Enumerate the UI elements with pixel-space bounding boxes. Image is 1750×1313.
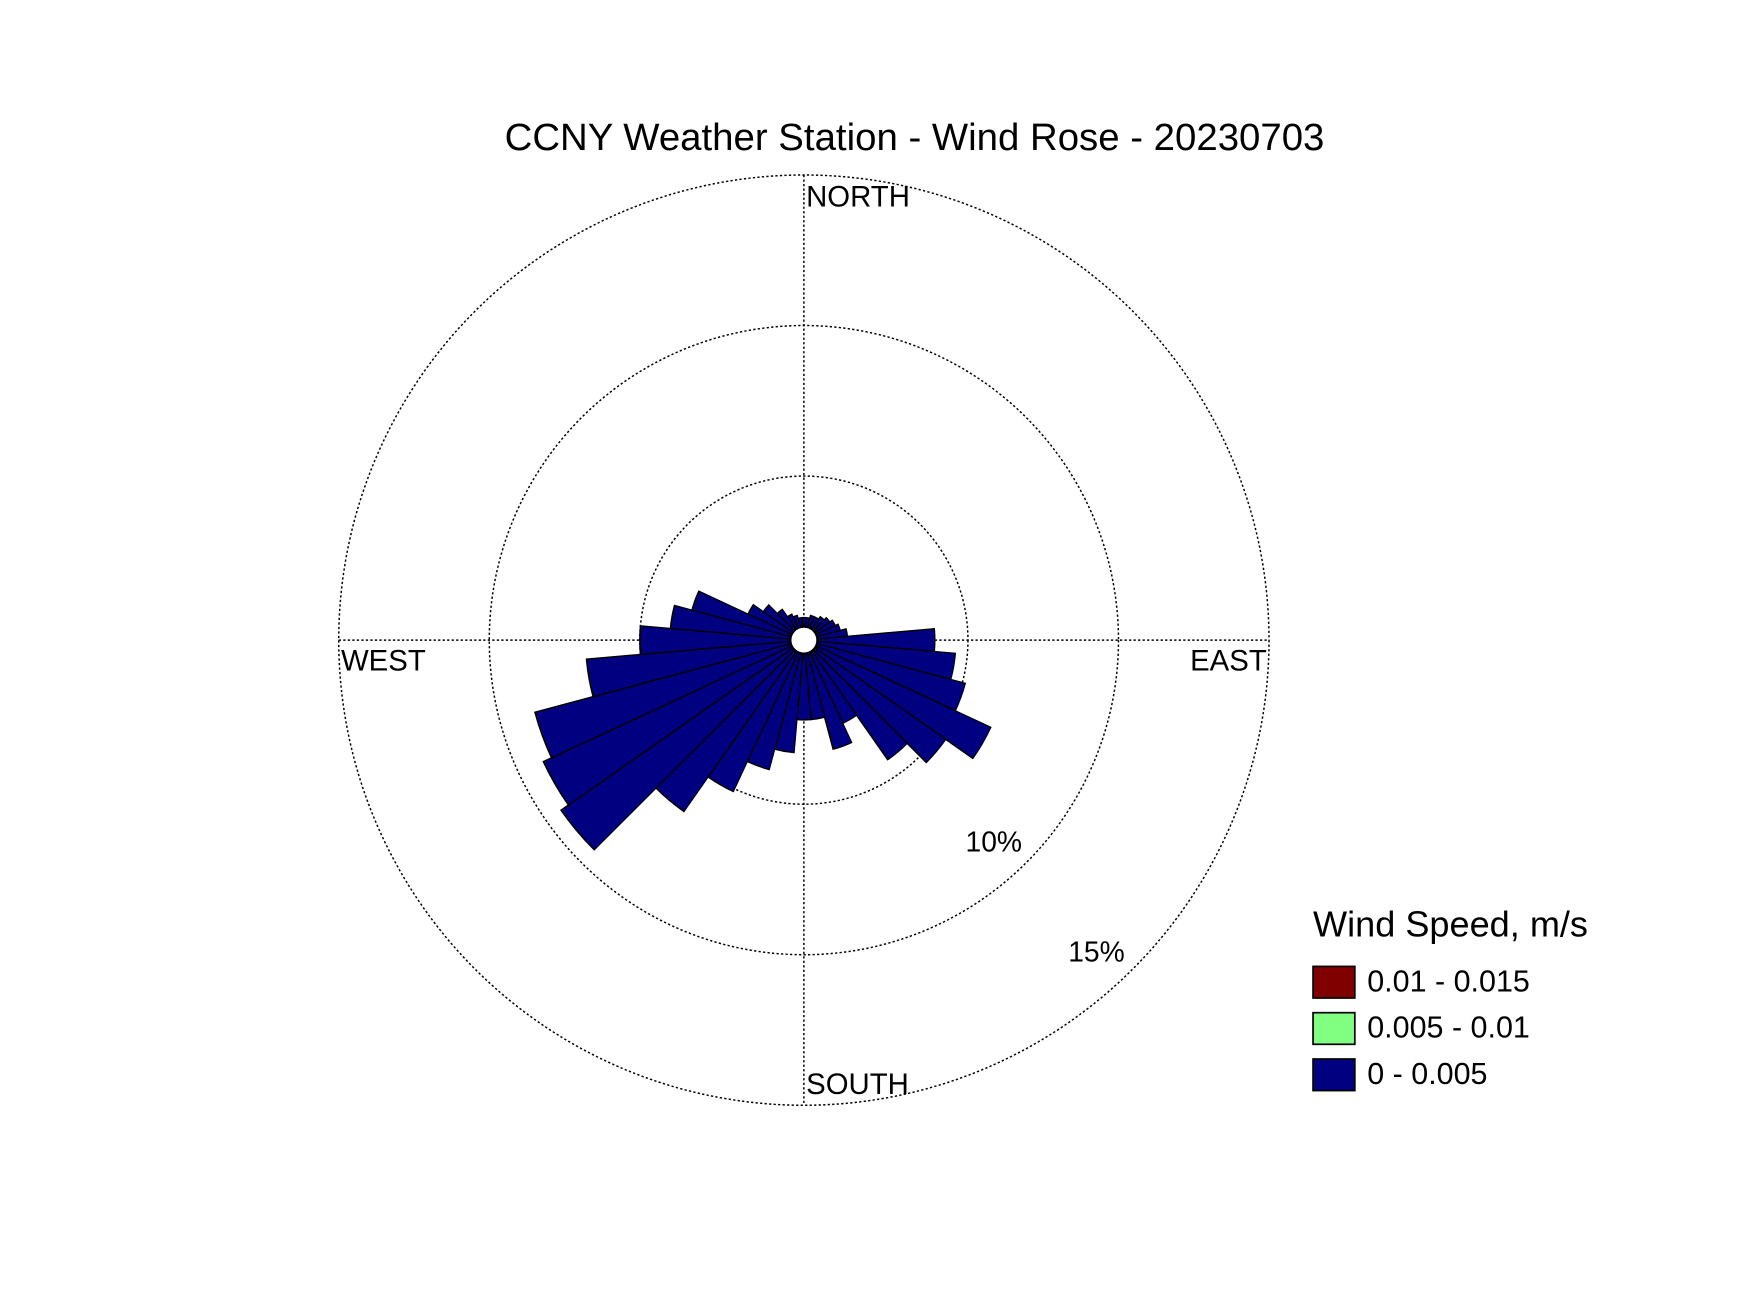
chart-title: CCNY Weather Station - Wind Rose - 20230… [505,116,1325,159]
legend-label: 0 - 0.005 [1367,1057,1487,1091]
direction-label: NORTH [806,180,910,213]
legend-label: 0.01 - 0.015 [1367,964,1530,998]
legend-title: Wind Speed, m/s [1313,903,1588,944]
ring-label: 15% [1068,935,1124,967]
ring-label: 10% [966,825,1022,857]
direction-label: SOUTH [806,1068,909,1101]
legend-swatch [1312,1011,1356,1046]
legend-swatch [1312,965,1356,999]
legend-label: 0.005 - 0.01 [1367,1011,1530,1045]
direction-label: WEST [341,644,426,677]
direction-label: EAST [1190,644,1267,677]
center-hole [789,625,819,655]
legend-swatch [1312,1058,1356,1092]
